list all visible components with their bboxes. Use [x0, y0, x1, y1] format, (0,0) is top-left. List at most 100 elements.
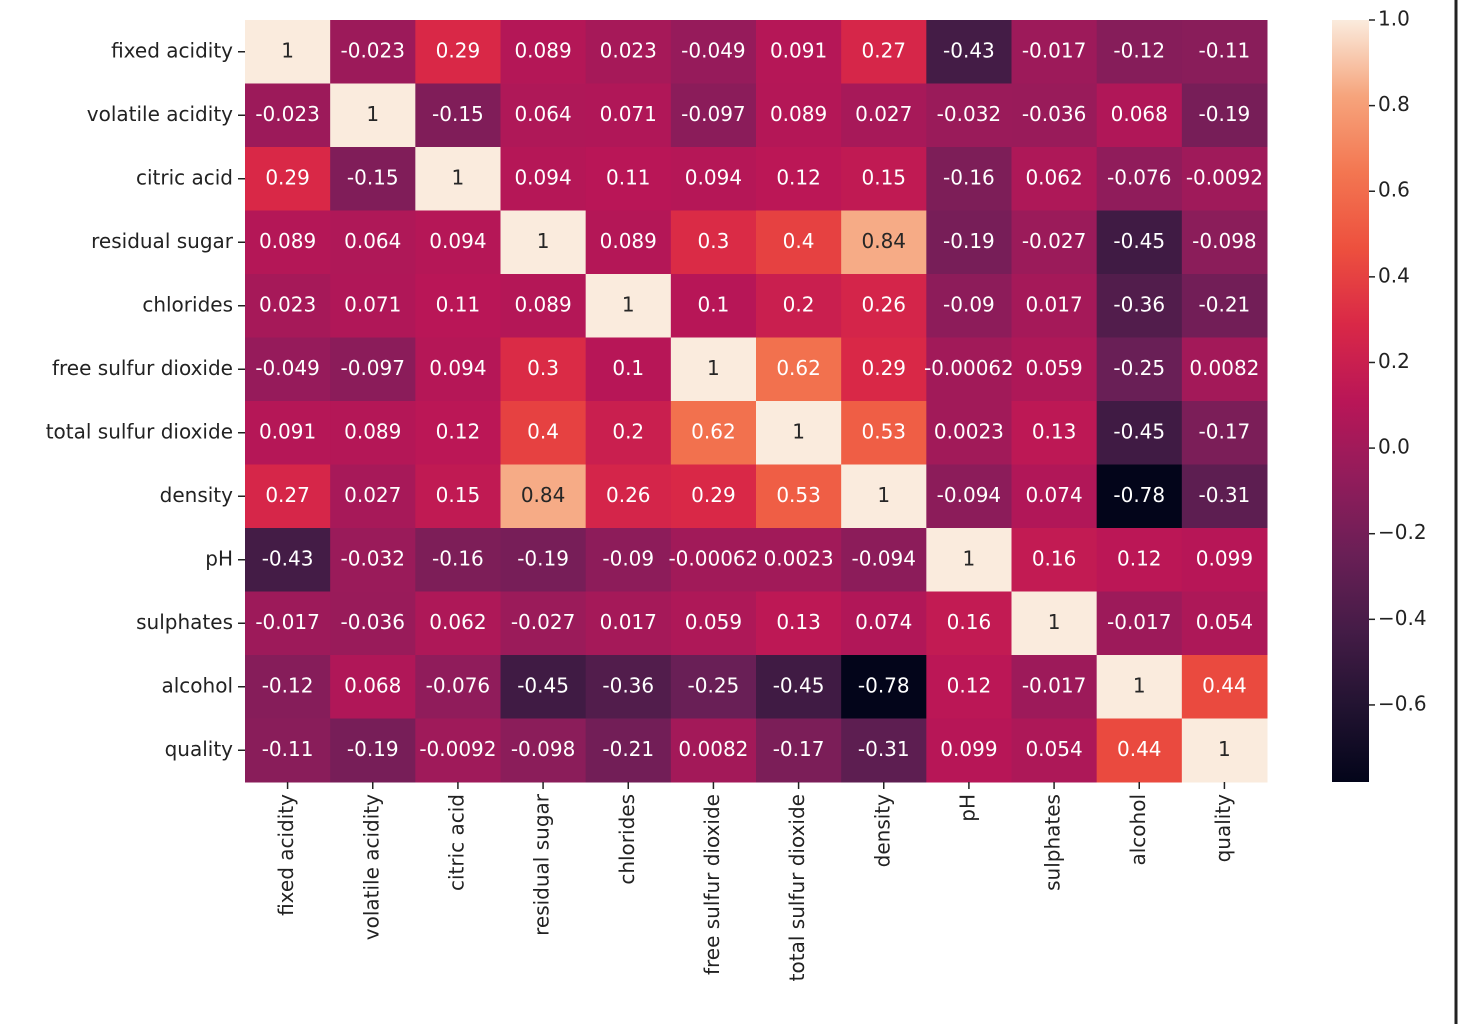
heatmap-cell	[1011, 210, 1098, 275]
y-tick-label: volatile acidity	[87, 102, 233, 126]
cell-label: 1	[707, 356, 720, 380]
cell-label: -0.19	[943, 229, 995, 253]
heatmap-cell	[500, 528, 587, 592]
heatmap-cell	[330, 528, 416, 592]
cell-label: -0.023	[341, 38, 405, 62]
cell-label: -0.049	[255, 356, 319, 380]
heatmap-cell	[585, 147, 672, 211]
colorbar-tick-label: 0.0	[1378, 435, 1410, 459]
heatmap-cell	[415, 655, 501, 719]
cell-label: 0.0082	[678, 737, 748, 761]
x-tick-label: pH	[955, 794, 979, 822]
cell-label: 1	[537, 229, 550, 253]
x-tick-label: volatile acidity	[359, 794, 383, 940]
cell-label: -0.31	[1199, 483, 1251, 507]
heatmap-cell	[245, 210, 331, 275]
cell-label: 1	[281, 38, 294, 62]
cell-label: 0.2	[612, 419, 644, 443]
y-tick-label: free sulfur dioxide	[52, 356, 233, 380]
heatmap-cell	[1096, 591, 1183, 656]
cell-label: 0.091	[259, 419, 316, 443]
cell-label: -0.45	[517, 673, 569, 697]
heatmap-cell	[1096, 718, 1183, 783]
cell-label: 0.3	[527, 356, 559, 380]
x-tick-label: fixed acidity	[274, 794, 298, 916]
heatmap-cell	[245, 83, 331, 148]
colorbar-tick-label: −0.4	[1378, 606, 1427, 630]
cell-label: -0.25	[1113, 356, 1165, 380]
cell-label: 0.017	[600, 610, 657, 634]
heatmap-cell	[245, 401, 331, 465]
cell-label: 0.027	[344, 483, 401, 507]
heatmap-cell	[670, 591, 757, 656]
cell-label: 0.12	[776, 165, 821, 189]
heatmap-cell	[245, 591, 331, 656]
cell-label: -0.36	[602, 673, 654, 697]
cell-label: -0.11	[262, 737, 314, 761]
heatmap-cell	[415, 464, 501, 529]
heatmap-cell	[1096, 655, 1183, 719]
heatmap-cell	[926, 464, 1012, 529]
heatmap-cell	[330, 655, 416, 719]
cell-label: 0.26	[861, 292, 906, 316]
heatmap-cell	[1181, 401, 1268, 465]
heatmap-cell	[1096, 210, 1183, 275]
heatmap-cell	[245, 337, 331, 402]
heatmap-cell	[415, 210, 501, 275]
heatmap-cell	[1181, 655, 1268, 719]
heatmap-cell	[415, 591, 501, 656]
heatmap-cell	[1011, 464, 1098, 529]
cell-label: -0.45	[1113, 419, 1165, 443]
cell-label: 0.062	[429, 610, 486, 634]
cell-label: -0.17	[773, 737, 825, 761]
heatmap-cell	[1096, 464, 1183, 529]
heatmap-cell	[756, 147, 842, 211]
heatmap-cell	[926, 147, 1012, 211]
y-tick-label: quality	[165, 737, 234, 761]
cell-label: -0.09	[602, 546, 654, 570]
heatmap-cell	[841, 591, 927, 656]
cell-label: 0.027	[855, 102, 912, 126]
heatmap-cell	[1096, 147, 1183, 211]
cell-label: 0.023	[600, 38, 657, 62]
heatmap-cell	[670, 655, 757, 719]
heatmap-cell	[926, 655, 1012, 719]
cell-label: 0.094	[429, 229, 486, 253]
y-tick-label: citric acid	[136, 165, 233, 189]
heatmap-cell	[330, 464, 416, 529]
cell-label: 0.11	[436, 292, 481, 316]
x-tick-label: total sulfur dioxide	[785, 794, 809, 981]
colorbar-tick-label: 0.2	[1378, 349, 1410, 373]
heatmap-cell	[926, 718, 1012, 783]
cell-label: -0.036	[341, 610, 405, 634]
cell-label: 0.53	[861, 419, 906, 443]
y-tick-label: fixed acidity	[111, 38, 233, 62]
colorbar-tick-label: 0.8	[1378, 92, 1410, 116]
heatmap-cell	[330, 210, 416, 275]
heatmap-cell	[926, 591, 1012, 656]
heatmap-cell	[1096, 274, 1183, 338]
cell-label: 0.13	[1032, 419, 1077, 443]
heatmap-cell	[1011, 147, 1098, 211]
cell-label: 0.094	[685, 165, 742, 189]
x-tick-label: free sulfur dioxide	[700, 794, 724, 975]
cell-label: 0.094	[429, 356, 486, 380]
heatmap-cell	[500, 337, 587, 402]
heatmap-cell	[756, 718, 842, 783]
colorbar	[1332, 20, 1369, 782]
cell-label: -0.017	[1022, 38, 1086, 62]
cell-label: 0.0082	[1189, 356, 1259, 380]
heatmap-cell	[330, 591, 416, 656]
heatmap-cell	[415, 401, 501, 465]
cell-label: 0.0023	[934, 419, 1004, 443]
cell-label: 0.1	[698, 292, 730, 316]
heatmap-cell	[1096, 20, 1183, 84]
cell-label: 0.16	[1032, 546, 1077, 570]
cell-label: -0.43	[262, 546, 314, 570]
cell-label: 0.068	[344, 673, 401, 697]
cell-label: -0.09	[943, 292, 995, 316]
cell-label: 0.4	[527, 419, 559, 443]
cell-label: 1	[792, 419, 805, 443]
heatmap-cell	[670, 464, 757, 529]
heatmap-cell	[670, 528, 757, 592]
